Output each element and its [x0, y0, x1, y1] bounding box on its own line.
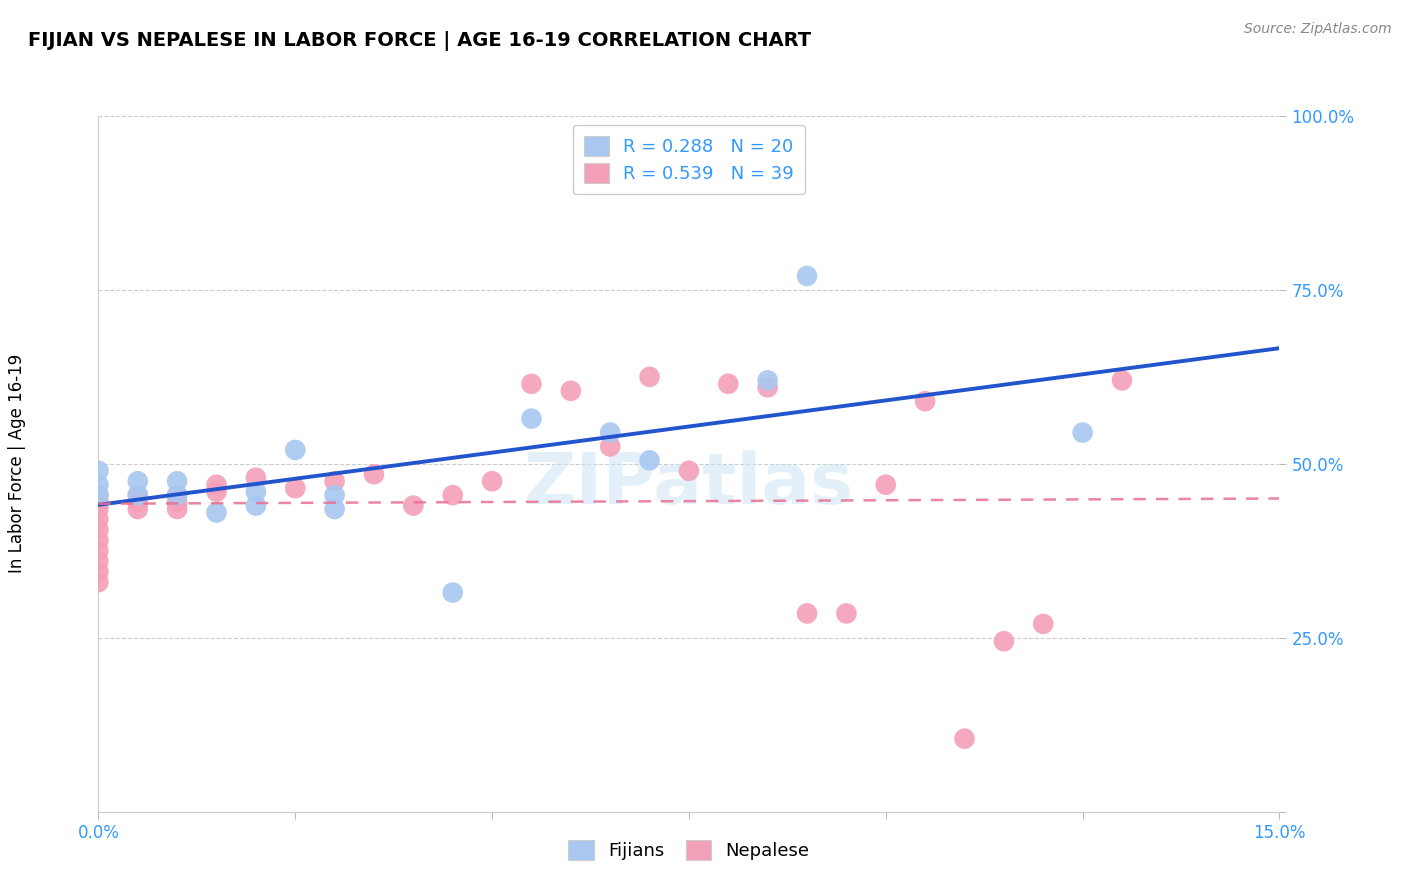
- Point: [1111, 373, 1133, 387]
- Point: [166, 502, 188, 516]
- Point: [166, 488, 188, 502]
- Point: [87, 554, 110, 568]
- Point: [245, 471, 267, 485]
- Point: [205, 477, 228, 491]
- Point: [127, 488, 149, 502]
- Point: [402, 499, 425, 513]
- Point: [127, 502, 149, 516]
- Point: [993, 634, 1015, 648]
- Point: [756, 373, 779, 387]
- Point: [166, 488, 188, 502]
- Point: [205, 484, 228, 499]
- Point: [599, 425, 621, 440]
- Point: [323, 488, 346, 502]
- Point: [87, 495, 110, 509]
- Point: [127, 475, 149, 489]
- Legend: Fijians, Nepalese: Fijians, Nepalese: [560, 830, 818, 869]
- Point: [560, 384, 582, 398]
- Point: [87, 533, 110, 548]
- Text: FIJIAN VS NEPALESE IN LABOR FORCE | AGE 16-19 CORRELATION CHART: FIJIAN VS NEPALESE IN LABOR FORCE | AGE …: [28, 31, 811, 51]
- Point: [914, 394, 936, 409]
- Text: Source: ZipAtlas.com: Source: ZipAtlas.com: [1244, 22, 1392, 37]
- Point: [835, 607, 858, 621]
- Text: ZIPatlas: ZIPatlas: [524, 450, 853, 519]
- Point: [87, 544, 110, 558]
- Point: [127, 488, 149, 502]
- Point: [87, 523, 110, 537]
- Point: [953, 731, 976, 746]
- Point: [87, 512, 110, 526]
- Point: [166, 495, 188, 509]
- Point: [323, 475, 346, 489]
- Point: [678, 464, 700, 478]
- Point: [1071, 425, 1094, 440]
- Point: [87, 464, 110, 478]
- Point: [520, 411, 543, 425]
- Point: [323, 502, 346, 516]
- Point: [441, 585, 464, 599]
- Point: [796, 607, 818, 621]
- Text: In Labor Force | Age 16-19: In Labor Force | Age 16-19: [8, 354, 25, 574]
- Point: [87, 477, 110, 491]
- Point: [599, 440, 621, 454]
- Point: [284, 442, 307, 457]
- Point: [363, 467, 385, 482]
- Point: [441, 488, 464, 502]
- Point: [796, 268, 818, 283]
- Point: [245, 499, 267, 513]
- Point: [875, 477, 897, 491]
- Point: [1032, 616, 1054, 631]
- Point: [284, 481, 307, 495]
- Point: [717, 376, 740, 391]
- Point: [205, 506, 228, 520]
- Point: [245, 484, 267, 499]
- Point: [87, 575, 110, 590]
- Point: [127, 495, 149, 509]
- Point: [756, 380, 779, 394]
- Point: [638, 453, 661, 467]
- Point: [87, 488, 110, 502]
- Point: [520, 376, 543, 391]
- Point: [87, 488, 110, 502]
- Point: [481, 475, 503, 489]
- Point: [87, 502, 110, 516]
- Point: [166, 475, 188, 489]
- Point: [638, 369, 661, 384]
- Point: [87, 565, 110, 579]
